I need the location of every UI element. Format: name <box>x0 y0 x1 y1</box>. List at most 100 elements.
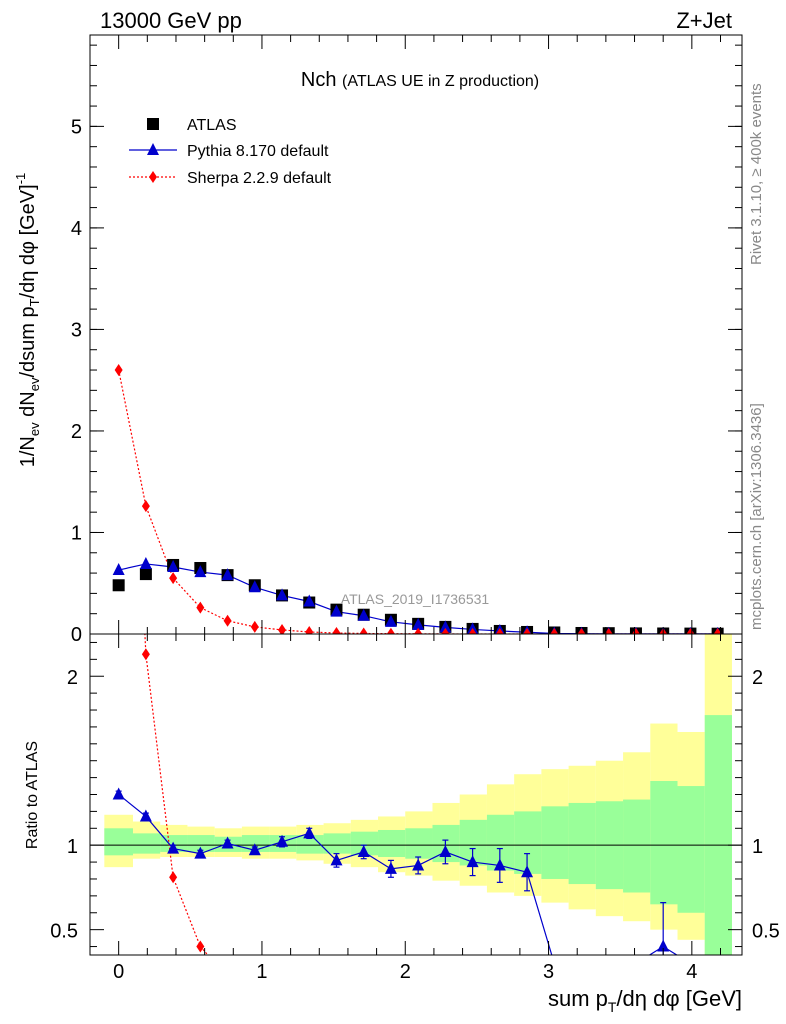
sherpa-ratio-point <box>332 1001 340 1013</box>
sherpa-point <box>359 627 368 634</box>
sherpa-ratio-point <box>278 991 286 1003</box>
pythia-ratio-point <box>194 846 207 859</box>
legend-entry-label: Sherpa 2.2.9 default <box>187 170 332 187</box>
green-band <box>378 829 406 858</box>
green-band <box>323 833 351 854</box>
lower-y-label: Ratio to ATLAS <box>24 741 41 849</box>
green-band <box>704 715 732 955</box>
green-band <box>677 786 705 913</box>
green-band <box>187 835 215 852</box>
sherpa-ratio-point <box>441 1006 449 1018</box>
pythia-ratio-point <box>139 809 152 822</box>
sherpa-ratio-point <box>224 971 232 983</box>
sherpa-ratio-point <box>469 1006 477 1018</box>
pythia-point <box>357 608 370 621</box>
upper-y-tick-label: 5 <box>71 116 82 138</box>
lower-y-tick-label-right: 0.5 <box>752 921 780 943</box>
lower-y-tick-label: 1 <box>67 836 78 858</box>
green-band <box>350 831 379 856</box>
pythia-point <box>194 565 207 578</box>
x-tick-label: 1 <box>256 961 267 983</box>
plot-title-main: Nch <box>301 69 337 91</box>
header-right: Z+Jet <box>676 8 732 33</box>
pythia-point <box>412 617 425 630</box>
sherpa-ratio-point <box>115 96 123 108</box>
pythia-point <box>139 556 152 569</box>
sherpa-point <box>169 572 178 585</box>
sherpa-point <box>631 627 640 634</box>
lower-y-tick-label-right: 2 <box>752 667 763 689</box>
sherpa-ratio-point <box>523 1006 531 1018</box>
pythia-ratio-point <box>412 858 425 871</box>
sherpa-ratio-point <box>196 940 205 953</box>
x-axis-label: sum pT/dη dφ [GeV] <box>548 986 742 1015</box>
analysis-label: ATLAS_2019_I1736531 <box>341 591 490 607</box>
green-band <box>650 780 678 905</box>
sherpa-ratio-point <box>141 648 150 661</box>
x-tick-label: 4 <box>686 961 697 983</box>
pythia-ratio-point <box>357 844 370 857</box>
x-tick-label: 3 <box>543 961 554 983</box>
upper-y-tick-label: 2 <box>71 421 82 443</box>
sherpa-point <box>468 627 477 634</box>
lower-y-tick-label: 0.5 <box>50 921 78 943</box>
green-band <box>623 799 651 893</box>
sherpa-point <box>141 500 150 513</box>
upper-panel: ATLAS_2019_I1736531 Nch (ATLAS UE in Z p… <box>13 34 743 646</box>
pythia-ratio-point <box>493 858 506 871</box>
pythia-ratio-point <box>221 836 234 849</box>
pythia-ratio-point <box>248 843 261 856</box>
sherpa-point <box>441 627 450 634</box>
upper-series <box>112 364 724 634</box>
pythia-ratio-point <box>521 865 534 878</box>
pythia-ratio-point <box>576 956 588 968</box>
rivet-label: Rivet 3.1.10, ≥ 400k events <box>748 83 765 265</box>
green-band <box>541 806 569 879</box>
lower-y-tick-label: 2 <box>67 667 78 689</box>
green-band <box>568 802 596 885</box>
sherpa-ratio-point <box>496 1006 504 1018</box>
x-tick-label: 2 <box>400 961 411 983</box>
sherpa-point <box>523 627 532 634</box>
pythia-ratio-point <box>657 939 670 952</box>
upper-y-tick-label: 0 <box>71 624 82 646</box>
atlas-point <box>139 568 152 581</box>
upper-y-tick-label: 3 <box>71 319 82 341</box>
sherpa-ratio-point <box>305 998 313 1010</box>
green-band <box>132 833 161 854</box>
pythia-ratio-point <box>439 844 452 857</box>
lower-panel: 0.5 0.5 1 1 2 2 0 1 2 3 4 Ratio to ATLAS sum pT/dη… <box>24 96 780 1018</box>
legend-sherpa-marker <box>149 171 157 183</box>
sherpa-point <box>414 627 423 634</box>
pythia-point <box>248 580 261 593</box>
plot-title: Nch (ATLAS UE in Z production) <box>301 69 539 91</box>
pythia-ratio-point <box>167 841 180 854</box>
pythia-ratio-point <box>276 834 289 847</box>
upper-y-tick-label: 1 <box>71 522 82 544</box>
pythia-point <box>221 568 234 581</box>
legend-atlas-marker <box>147 118 159 130</box>
sherpa-point <box>495 627 504 634</box>
atlas-point <box>112 579 125 592</box>
sherpa-ratio-point <box>169 871 178 884</box>
plot-title-sub: (ATLAS UE in Z production) <box>342 73 539 90</box>
header-left: 13000 GeV pp <box>100 8 242 33</box>
sherpa-point <box>604 627 613 634</box>
upper-y-tick-label: 4 <box>71 218 82 240</box>
pythia-ratio-point <box>384 861 397 874</box>
pythia-ratio-point <box>330 853 343 866</box>
pythia-ratio-point <box>603 956 615 968</box>
pythia-ratio-point <box>630 956 642 968</box>
green-band <box>296 835 324 854</box>
pythia-ratio-point <box>112 787 125 800</box>
pythia-ratio-point <box>712 956 724 968</box>
x-tick-label: 0 <box>113 961 124 983</box>
pythia-point <box>112 563 125 576</box>
pythia-ratio-point <box>466 855 479 868</box>
legend-entry-label: ATLAS <box>187 117 237 134</box>
pythia-point <box>439 620 452 633</box>
sherpa-ratio-point <box>251 984 259 996</box>
sherpa-point <box>114 364 123 377</box>
sherpa-point <box>577 627 586 634</box>
